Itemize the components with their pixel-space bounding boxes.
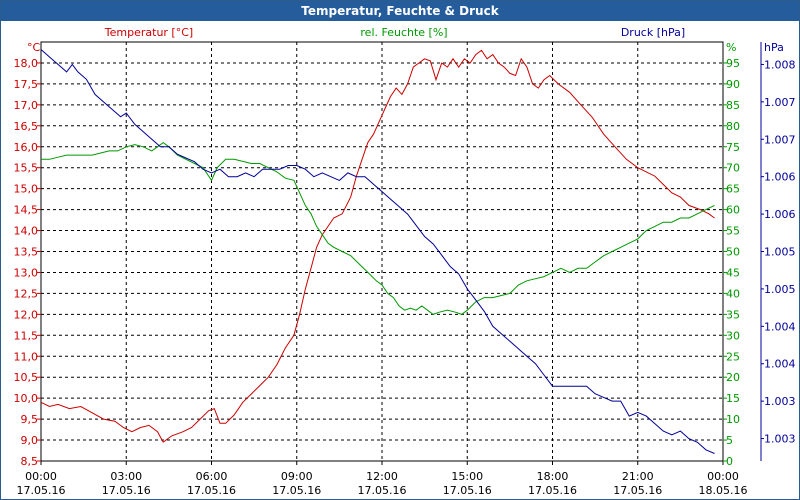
temperature-tick-label: 10,0 (14, 392, 39, 405)
humidity-tick-label: 25 (726, 350, 740, 363)
temperature-tick-label: 17,0 (14, 99, 39, 112)
temperature-tick-label: 9,5 (21, 413, 39, 426)
temperature-tick-label: 16,5 (14, 120, 39, 133)
pressure-tick-label: 1.004 (764, 358, 796, 371)
pressure-tick-label: 1.003 (764, 433, 796, 446)
temperature-tick-label: 18,0 (14, 57, 39, 70)
x-tick-label-time: 21:00 (622, 470, 654, 483)
pressure-unit: hPa (764, 41, 784, 54)
pressure-tick-label: 1.006 (764, 171, 796, 184)
series-line-pressure (40, 49, 715, 454)
series-line-humidity (41, 141, 715, 315)
pressure-tick-label: 1.008 (764, 58, 796, 71)
humidity-tick-label: 80 (726, 120, 740, 133)
grid-lines (40, 41, 724, 462)
humidity-axis-title: rel. Feuchte [%] (360, 26, 447, 39)
axes (37, 42, 764, 465)
temperature-tick-label: 13,5 (14, 246, 39, 259)
x-tick-label-date: 17.05.16 (272, 484, 321, 497)
temperature-tick-label: 14,5 (14, 204, 39, 217)
x-tick-label-time: 09:00 (281, 470, 313, 483)
humidity-tick-label: 65 (726, 183, 740, 196)
temperature-tick-label: 14,0 (14, 225, 39, 238)
axis-labels: 00:0017.05.1603:0017.05.1606:0017.05.160… (14, 26, 796, 497)
temperature-tick-label: 8,5 (21, 455, 39, 468)
x-tick-label-time: 15:00 (451, 470, 483, 483)
temperature-tick-label: 13,0 (14, 266, 39, 279)
humidity-tick-label: 10 (726, 413, 740, 426)
humidity-unit: % (726, 41, 736, 54)
humidity-tick-label: 55 (726, 225, 740, 238)
humidity-tick-label: 45 (726, 266, 740, 279)
humidity-tick-label: 70 (726, 162, 740, 175)
window-title: Temperatur, Feuchte & Druck (1, 1, 799, 21)
temperature-tick-label: 12,0 (14, 308, 39, 321)
pressure-axis-title: Druck [hPa] (621, 26, 685, 39)
x-tick-label-date: 17.05.16 (17, 484, 66, 497)
humidity-tick-label: 40 (726, 287, 740, 300)
temperature-axis-title: Temperatur [°C] (104, 26, 193, 39)
humidity-tick-label: 20 (726, 371, 740, 384)
x-tick-label-time: 18:00 (537, 470, 569, 483)
humidity-tick-label: 50 (726, 246, 740, 259)
series-line-temperature (40, 49, 715, 443)
x-tick-label-date: 17.05.16 (528, 484, 577, 497)
temperature-tick-label: 9,0 (21, 434, 39, 447)
temperature-tick-label: 15,5 (14, 162, 39, 175)
humidity-tick-label: 90 (726, 78, 740, 91)
temperature-tick-label: 10,5 (14, 371, 39, 384)
x-tick-label-date: 17.05.16 (102, 484, 151, 497)
x-tick-label-date: 17.05.16 (613, 484, 662, 497)
temperature-tick-label: 16,0 (14, 141, 39, 154)
humidity-tick-label: 15 (726, 392, 740, 405)
humidity-tick-label: 5 (726, 434, 733, 447)
pressure-tick-label: 1.005 (764, 246, 796, 259)
humidity-tick-label: 0 (726, 455, 733, 468)
pressure-tick-label: 1.006 (764, 208, 796, 221)
temperature-tick-label: 12,5 (14, 287, 39, 300)
x-tick-label-time: 12:00 (366, 470, 398, 483)
pressure-tick-label: 1.004 (764, 320, 796, 333)
x-tick-label-date: 17.05.16 (443, 484, 492, 497)
x-tick-label-time: 03:00 (110, 470, 142, 483)
x-tick-label-time: 00:00 (25, 470, 57, 483)
x-tick-label-time: 00:00 (707, 470, 739, 483)
temperature-tick-label: 17,5 (14, 78, 39, 91)
pressure-tick-label: 1.007 (764, 133, 796, 146)
humidity-tick-label: 60 (726, 204, 740, 217)
x-tick-label-date: 18.05.16 (699, 484, 748, 497)
x-tick-label-date: 17.05.16 (358, 484, 407, 497)
pressure-tick-label: 1.003 (764, 395, 796, 408)
temperature-tick-label: 11,5 (14, 329, 39, 342)
x-tick-label-time: 06:00 (196, 470, 228, 483)
humidity-tick-label: 35 (726, 308, 740, 321)
pressure-tick-label: 1.005 (764, 283, 796, 296)
temperature-tick-label: 15,0 (14, 183, 39, 196)
humidity-tick-label: 85 (726, 99, 740, 112)
humidity-tick-label: 30 (726, 329, 740, 342)
series-lines (40, 49, 715, 454)
pressure-tick-label: 1.007 (764, 96, 796, 109)
x-tick-label-date: 17.05.16 (187, 484, 236, 497)
temperature-unit: °C (27, 41, 41, 54)
humidity-tick-label: 75 (726, 141, 740, 154)
humidity-tick-label: 95 (726, 57, 740, 70)
temperature-tick-label: 11,0 (14, 350, 39, 363)
